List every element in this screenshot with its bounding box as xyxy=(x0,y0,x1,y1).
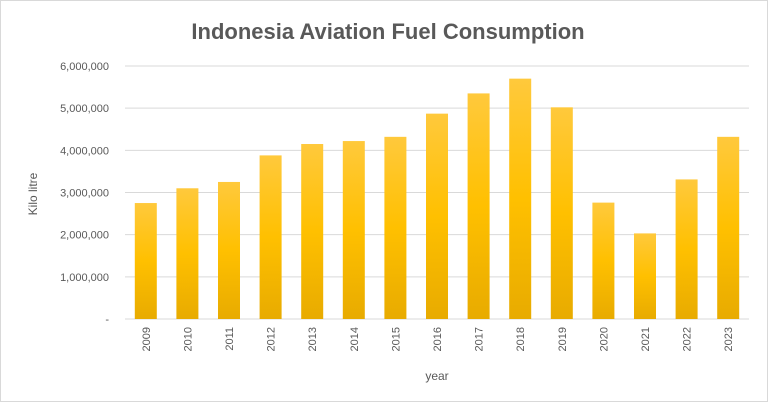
bar-2009 xyxy=(134,203,157,319)
y-axis-label: Kilo litre xyxy=(26,172,40,215)
y-tick-label: 2,000,000 xyxy=(60,230,109,242)
x-tick-label: 2017 xyxy=(474,327,486,351)
bar-2012 xyxy=(259,155,282,319)
bar-2010 xyxy=(176,188,199,319)
x-axis-ticks: 2009 2010 2011 2012 2013 2014 2015 2016 2017 2018… xyxy=(141,327,735,351)
x-tick-label: 2021 xyxy=(640,327,652,351)
bar-2019 xyxy=(550,107,573,319)
bar-2018 xyxy=(509,78,532,320)
bar-2017 xyxy=(467,93,490,320)
bars xyxy=(134,78,740,320)
x-tick-label: 2011 xyxy=(224,327,236,351)
x-tick-label: 2023 xyxy=(723,327,735,351)
x-tick-label: 2014 xyxy=(349,327,361,351)
x-tick-label: 2009 xyxy=(141,327,153,351)
bar-2020 xyxy=(592,202,615,319)
bar-2016 xyxy=(426,113,448,319)
bar-2014 xyxy=(342,141,365,319)
y-tick-label: 6,000,000 xyxy=(60,61,109,73)
y-tick-label: 4,000,000 xyxy=(60,145,109,157)
bar-2023 xyxy=(717,136,740,319)
chart-title: Indonesia Aviation Fuel Consumption xyxy=(191,19,584,44)
bar-2021 xyxy=(634,233,656,319)
x-tick-label: 2020 xyxy=(598,327,610,351)
x-tick-label: 2012 xyxy=(266,327,278,351)
bar-2013 xyxy=(301,144,324,319)
x-tick-label: 2018 xyxy=(515,327,527,351)
x-tick-label: 2010 xyxy=(182,327,194,351)
x-tick-label: 2013 xyxy=(307,327,319,351)
y-tick-label: 1,000,000 xyxy=(60,272,109,284)
x-tick-label: 2022 xyxy=(682,327,694,351)
y-tick-label: - xyxy=(105,314,109,326)
bar-2015 xyxy=(384,136,407,319)
bar-2011 xyxy=(218,181,240,319)
y-axis-ticks: - 1,000,000 2,000,000 3,000,000 4,000,000 5,0… xyxy=(60,61,109,326)
bar-2022 xyxy=(675,179,698,319)
y-tick-label: 3,000,000 xyxy=(60,188,109,200)
y-tick-label: 5,000,000 xyxy=(60,103,109,115)
x-tick-label: 2015 xyxy=(390,327,402,351)
x-tick-label: 2019 xyxy=(557,327,569,351)
x-axis-label: year xyxy=(425,369,448,383)
x-tick-label: 2016 xyxy=(432,327,444,351)
